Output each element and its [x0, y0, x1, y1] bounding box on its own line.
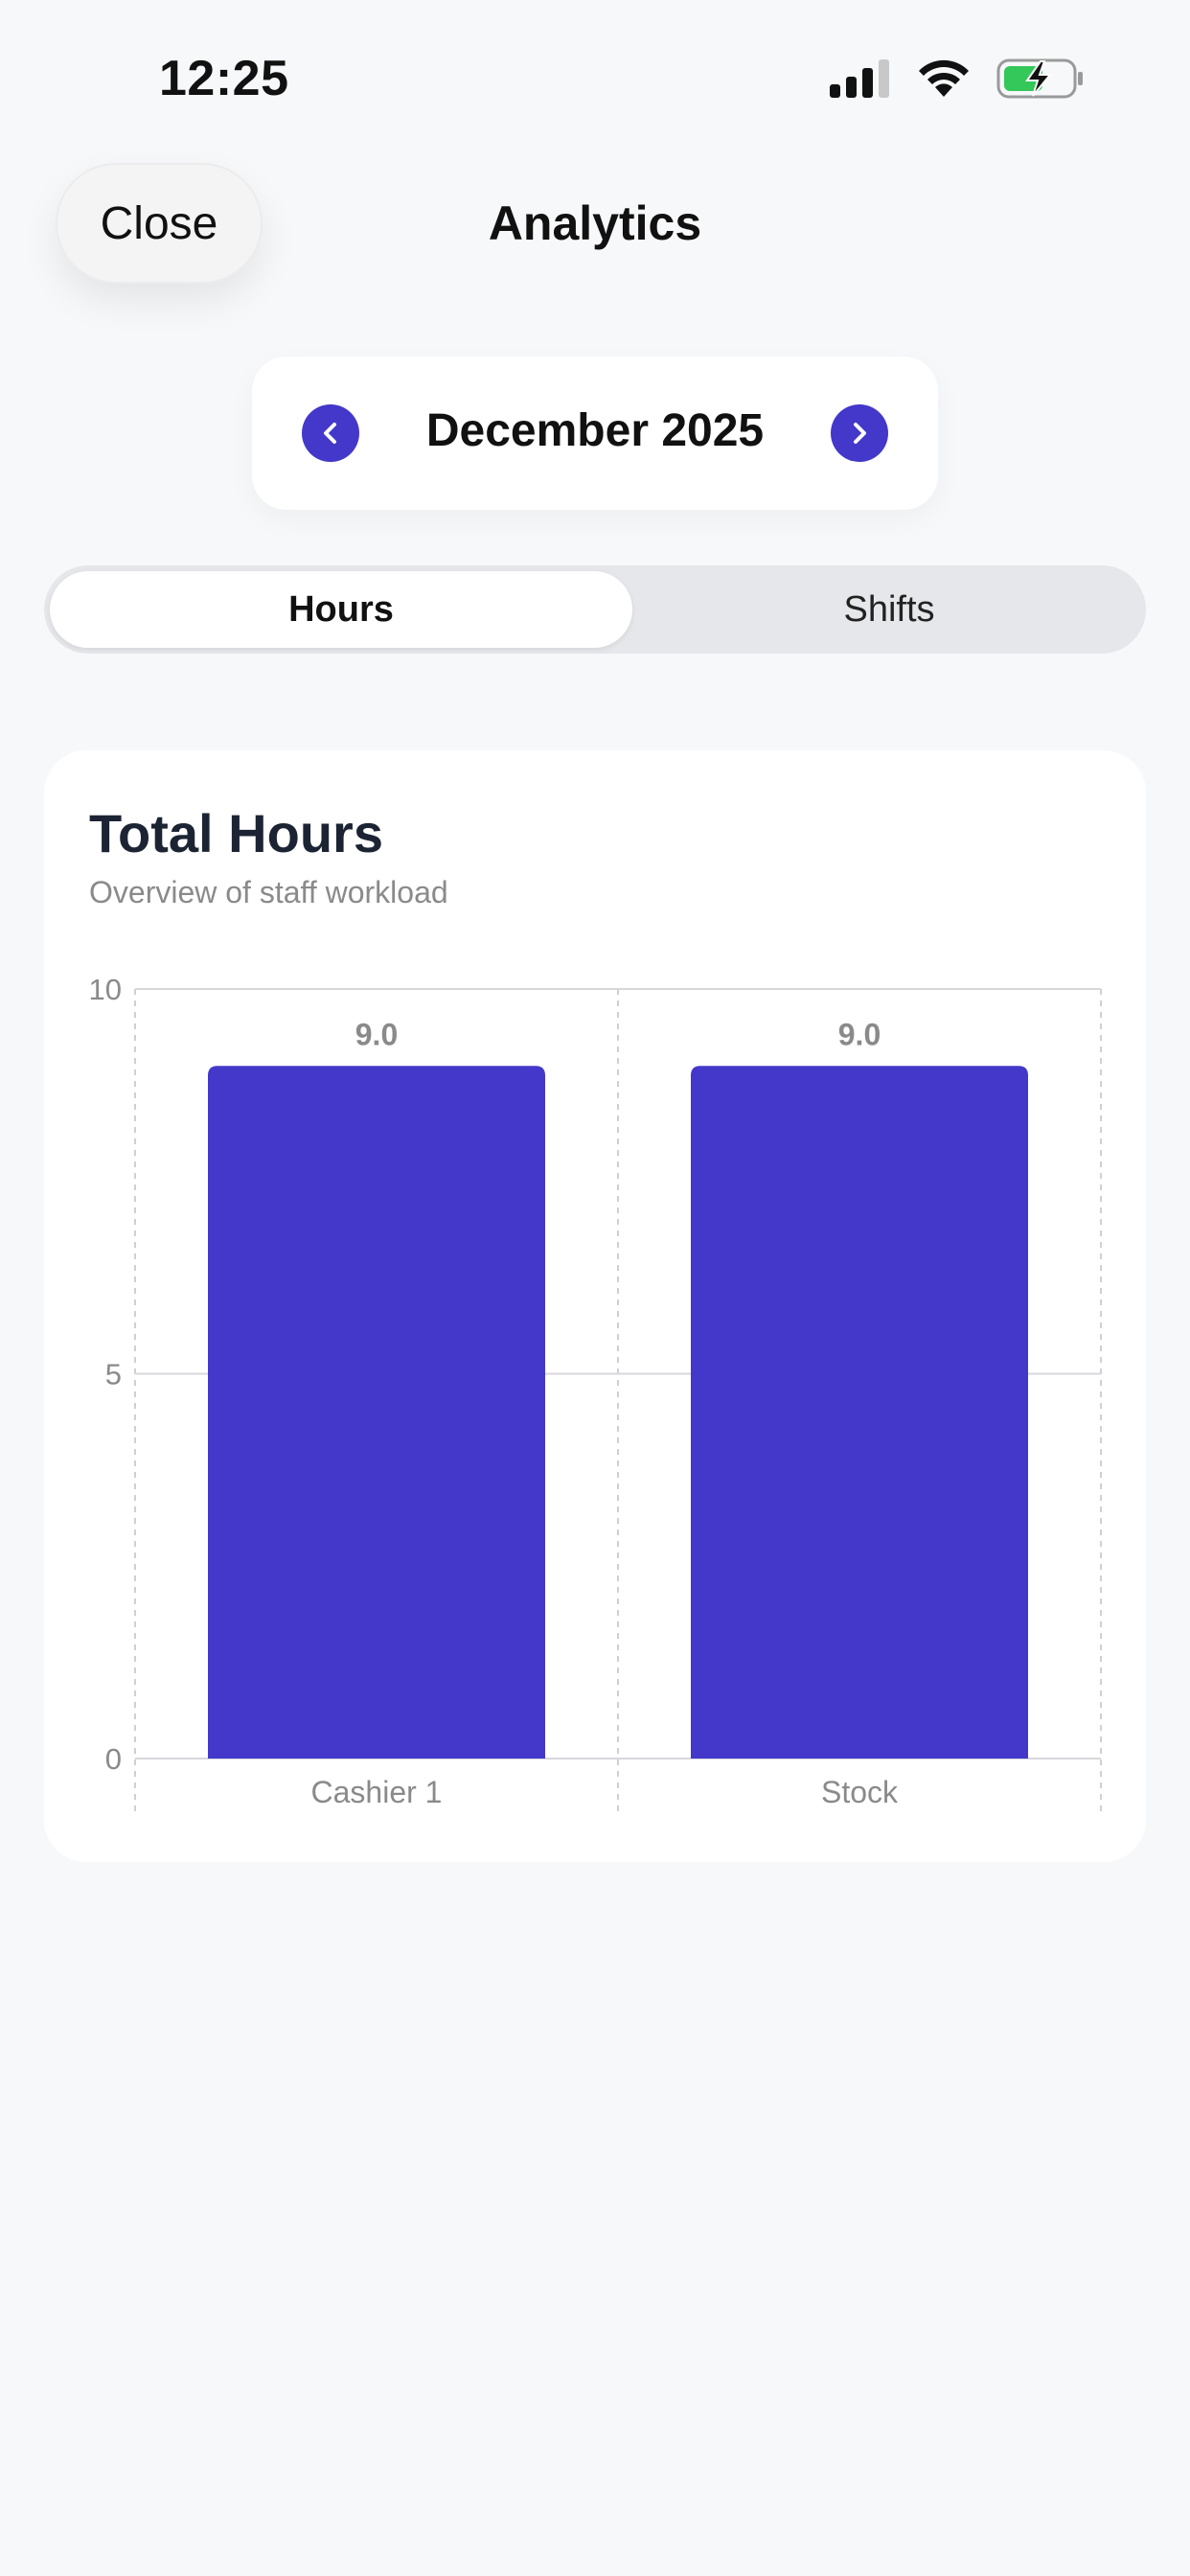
x-tick-label: Stock [821, 1775, 899, 1809]
y-tick-label: 10 [89, 973, 122, 1006]
bar [208, 1066, 545, 1759]
month-label: December 2025 [425, 405, 765, 456]
bar-value-label: 9.0 [355, 1017, 398, 1051]
bar-chart: 0 5 10 9.0 Cashier 1 9.0 Stock [89, 973, 1102, 1812]
status-icons [830, 58, 1085, 100]
month-selector: December 2025 [252, 356, 938, 510]
total-hours-card: Total Hours Overview of staff workload 0… [44, 750, 1146, 1862]
x-tick-label: Cashier 1 [311, 1775, 443, 1809]
next-month-button[interactable] [831, 404, 888, 462]
y-tick-label: 5 [105, 1358, 122, 1392]
wifi-icon [919, 59, 969, 97]
cellular-signal-icon [830, 59, 889, 98]
metric-segmented-control: Hours Shifts [44, 565, 1146, 654]
tab-shifts[interactable]: Shifts [843, 588, 935, 630]
previous-month-button[interactable] [302, 404, 359, 462]
chevron-right-icon [854, 423, 866, 444]
y-tick-label: 0 [105, 1742, 122, 1776]
chevron-left-icon [324, 423, 336, 444]
battery-charging-icon [996, 58, 1083, 99]
status-time: 12:25 [159, 51, 289, 106]
bar-value-label: 9.0 [838, 1017, 881, 1051]
page-title: Analytics [488, 196, 702, 250]
chart-title: Total Hours [89, 803, 383, 863]
tab-hours[interactable]: Hours [50, 571, 632, 648]
close-button[interactable]: Close [56, 163, 263, 284]
chart-subtitle: Overview of staff workload [89, 875, 448, 909]
bar [691, 1066, 1028, 1759]
